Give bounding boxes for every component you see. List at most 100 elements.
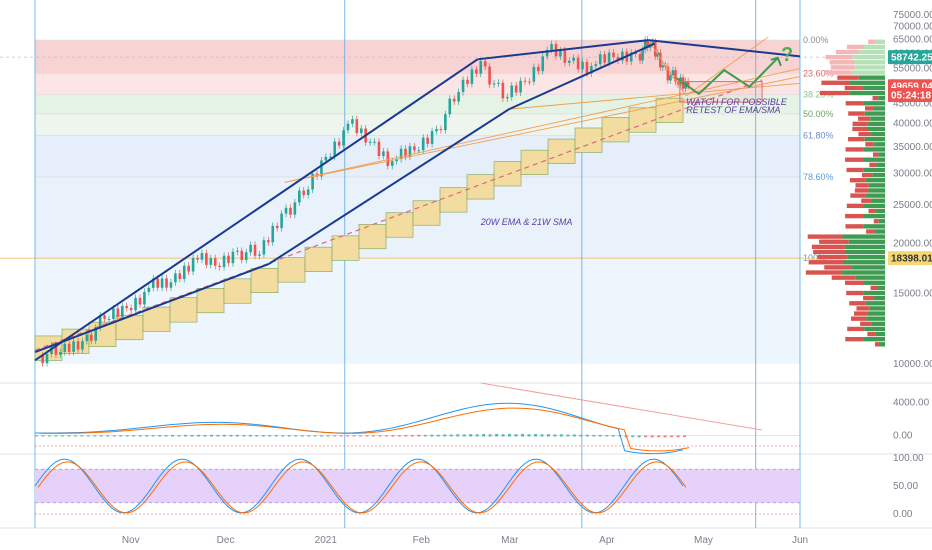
candle-body	[67, 343, 71, 352]
annotation-watch2: RETEST OF EMA/SMA	[686, 105, 780, 115]
macd-hist-bar	[533, 433, 537, 437]
volume-profile-bar	[866, 316, 885, 321]
candle-body	[209, 258, 213, 265]
volume-profile-bar	[854, 188, 869, 193]
volume-profile-bar	[805, 270, 842, 275]
candle-body	[523, 80, 527, 82]
candle-body	[444, 114, 447, 131]
candle-body	[147, 287, 151, 292]
macd-hist-bar	[482, 433, 486, 437]
price-tick: 45000.00	[893, 98, 932, 109]
volume-profile-bar	[808, 260, 843, 265]
candle-body	[646, 39, 649, 48]
trendline	[508, 42, 655, 111]
time-tick: Mar	[501, 535, 519, 546]
candle-body	[151, 278, 155, 288]
macd-hist-bar	[255, 435, 259, 437]
fib-label: 0.00%	[803, 35, 829, 45]
volume-profile-bar	[848, 239, 885, 244]
macd-hist-bar	[132, 435, 136, 437]
volume-profile-bar	[846, 167, 864, 173]
stoch-band	[35, 469, 800, 503]
candle-body	[435, 128, 438, 132]
macd-hist-bar	[592, 434, 596, 437]
candle-body	[386, 151, 390, 166]
price-tick: 30000.00	[893, 168, 932, 179]
volume-profile-bar	[863, 336, 885, 342]
volume-profile-bar	[861, 172, 873, 178]
macd-hist-bar	[397, 435, 401, 437]
stoch-d-line	[37, 461, 687, 514]
candle-body	[289, 207, 292, 215]
macd-hist-bar	[449, 434, 453, 437]
trendline	[34, 58, 479, 362]
macd-hist-bar	[339, 435, 343, 437]
candle-body	[585, 61, 589, 74]
volume-profile-bar	[831, 275, 856, 280]
volume-profile-bar	[872, 172, 885, 178]
candle-body	[426, 137, 429, 144]
macd-hist-bar	[203, 434, 207, 437]
candle-body	[671, 70, 675, 76]
macd-hist-bar	[585, 434, 589, 437]
volume-profile-bar	[868, 188, 885, 193]
candle-body	[298, 190, 301, 203]
candle-body	[45, 353, 49, 364]
macd-hist-bar	[184, 434, 188, 437]
time-tick: Nov	[122, 535, 140, 546]
ema-band-step	[196, 288, 225, 314]
macd-hist-bar	[281, 435, 285, 437]
candle-body	[510, 85, 514, 98]
volume-profile-bar	[807, 234, 843, 239]
volume-profile-bar	[856, 306, 870, 311]
candle-body	[143, 291, 146, 305]
ema-band-step	[439, 187, 468, 213]
volume-profile-bar	[865, 106, 875, 111]
candle-body	[112, 308, 115, 319]
macd-hist-bar	[391, 435, 395, 437]
volume-profile-bar	[855, 183, 869, 188]
price-tick: 25000.00	[893, 200, 932, 211]
volume-profile-bar	[829, 60, 855, 65]
macd-hist-bar	[54, 435, 58, 437]
volume-profile-bar	[846, 290, 864, 296]
candle-body	[641, 49, 644, 61]
candle-body	[399, 148, 403, 160]
macd-hist-bar	[488, 434, 492, 437]
volume-profile-bar	[863, 224, 885, 229]
volume-profile-bar	[865, 193, 885, 198]
volume-profile-bar	[858, 75, 885, 80]
macd-hist-bar	[521, 433, 525, 437]
macd-hist-bar	[112, 435, 116, 437]
macd-hist-bar	[164, 435, 168, 437]
candle-body	[430, 131, 434, 144]
candle-body	[408, 146, 412, 157]
candle-body	[497, 82, 500, 84]
macd-hist-bar	[261, 434, 265, 437]
candle-body	[603, 54, 606, 63]
candle-body	[120, 306, 124, 317]
candle-body	[528, 81, 531, 83]
volume-profile-bar	[842, 234, 885, 239]
candle-body	[271, 225, 275, 243]
volume-profile-bar	[858, 131, 871, 137]
candle-body	[262, 240, 266, 255]
candle-body	[156, 278, 159, 288]
macd-hist-bar	[190, 435, 194, 437]
macd-hist-bar	[676, 435, 680, 438]
volume-profile-bar	[849, 90, 885, 96]
candle-body	[41, 355, 44, 364]
candle-body	[576, 57, 580, 70]
macd-hist-bar	[637, 435, 641, 438]
macd-hist-bar	[527, 434, 531, 437]
volume-profile-bar	[863, 295, 873, 301]
macd-hist-bar	[80, 435, 84, 437]
macd-hist-bar	[177, 435, 181, 437]
macd-hist-bar	[404, 434, 408, 437]
candle-body	[236, 250, 239, 252]
volume-profile-bar	[868, 39, 876, 44]
candle-body	[346, 123, 350, 131]
candle-body	[545, 50, 549, 57]
